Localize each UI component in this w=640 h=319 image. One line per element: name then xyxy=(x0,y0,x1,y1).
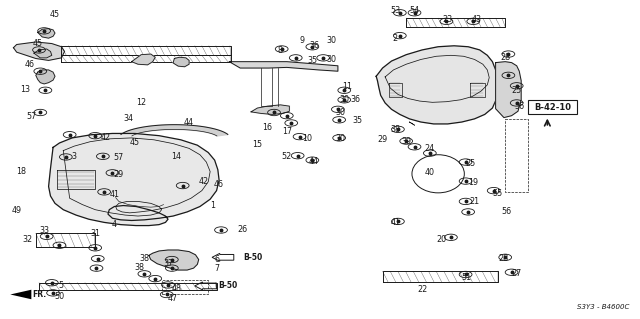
Text: 19: 19 xyxy=(468,178,478,187)
Text: 42: 42 xyxy=(198,177,209,186)
Text: 29: 29 xyxy=(378,135,388,144)
Text: 35: 35 xyxy=(352,116,362,125)
Text: 57: 57 xyxy=(26,112,36,121)
Text: 18: 18 xyxy=(16,167,26,176)
Text: 44: 44 xyxy=(184,117,194,127)
Text: 22: 22 xyxy=(417,285,428,293)
Text: 9: 9 xyxy=(300,36,305,45)
Text: 7: 7 xyxy=(214,263,219,273)
Text: 32: 32 xyxy=(22,235,33,244)
Text: 17: 17 xyxy=(282,127,292,136)
Text: 49: 49 xyxy=(12,206,22,215)
Text: 30: 30 xyxy=(335,134,346,143)
Text: 46: 46 xyxy=(24,60,35,69)
Text: 26: 26 xyxy=(237,225,247,234)
Text: 21: 21 xyxy=(470,197,479,206)
Text: 10: 10 xyxy=(302,134,312,143)
Text: 41: 41 xyxy=(109,190,120,199)
Polygon shape xyxy=(173,57,189,67)
Text: 4: 4 xyxy=(112,220,117,229)
Text: S3Y3 - B4600C: S3Y3 - B4600C xyxy=(577,304,630,310)
Text: 30: 30 xyxy=(335,108,346,117)
Polygon shape xyxy=(149,250,198,270)
Text: 39: 39 xyxy=(401,137,412,145)
Polygon shape xyxy=(34,49,52,58)
Polygon shape xyxy=(13,42,65,60)
Text: 13: 13 xyxy=(20,85,30,94)
Text: 45: 45 xyxy=(130,137,140,146)
Text: 16: 16 xyxy=(262,122,273,132)
Text: 33: 33 xyxy=(39,226,49,234)
Text: 43: 43 xyxy=(472,15,481,24)
Text: 54: 54 xyxy=(410,6,420,15)
Text: 3: 3 xyxy=(72,152,77,161)
Text: 30: 30 xyxy=(326,55,337,64)
Text: 31: 31 xyxy=(90,229,100,238)
Text: 30: 30 xyxy=(326,36,337,45)
Text: 2: 2 xyxy=(393,34,398,43)
Text: FR.: FR. xyxy=(33,290,47,299)
Text: 6: 6 xyxy=(214,255,219,264)
Text: 38: 38 xyxy=(390,125,401,134)
Polygon shape xyxy=(132,54,156,65)
Text: B-42-10: B-42-10 xyxy=(534,103,571,112)
Text: 25: 25 xyxy=(465,159,475,168)
Text: 5: 5 xyxy=(59,281,64,290)
Text: 45: 45 xyxy=(33,39,43,48)
Text: 36: 36 xyxy=(310,41,320,50)
Text: 27: 27 xyxy=(511,269,522,278)
Text: 35: 35 xyxy=(307,56,317,65)
Text: B-50: B-50 xyxy=(218,281,237,290)
Text: 37: 37 xyxy=(163,259,173,268)
Text: 45: 45 xyxy=(50,11,60,19)
Text: 28: 28 xyxy=(500,53,510,62)
Text: 53: 53 xyxy=(390,6,401,15)
Text: B-50: B-50 xyxy=(243,253,262,262)
Text: 56: 56 xyxy=(514,102,524,111)
Text: 36: 36 xyxy=(350,95,360,104)
Text: 30: 30 xyxy=(339,95,349,104)
Text: 24: 24 xyxy=(425,144,435,153)
Text: 1: 1 xyxy=(210,201,215,210)
Polygon shape xyxy=(495,62,521,118)
Text: 51: 51 xyxy=(462,273,472,282)
Polygon shape xyxy=(376,46,497,124)
Text: 42: 42 xyxy=(101,133,111,142)
Text: 38: 38 xyxy=(140,254,149,263)
Text: 15: 15 xyxy=(252,140,262,149)
Text: 46: 46 xyxy=(214,180,224,189)
Polygon shape xyxy=(38,29,55,38)
FancyBboxPatch shape xyxy=(528,100,577,114)
Polygon shape xyxy=(49,133,219,226)
Text: 23: 23 xyxy=(443,15,452,24)
Polygon shape xyxy=(10,290,31,299)
Text: 44: 44 xyxy=(308,157,319,166)
Text: 34: 34 xyxy=(124,114,133,123)
Text: 11: 11 xyxy=(342,82,352,91)
Polygon shape xyxy=(229,62,338,71)
Text: 50: 50 xyxy=(54,292,65,301)
Text: 14: 14 xyxy=(172,152,181,161)
Text: 8: 8 xyxy=(278,46,283,56)
Text: 52: 52 xyxy=(282,152,292,161)
Polygon shape xyxy=(251,105,289,115)
Text: 12: 12 xyxy=(136,99,147,108)
Text: 38: 38 xyxy=(135,263,145,272)
Text: 20: 20 xyxy=(436,235,446,244)
Text: 40: 40 xyxy=(425,168,435,177)
Text: 29: 29 xyxy=(114,170,124,179)
Polygon shape xyxy=(121,125,228,136)
Text: 28: 28 xyxy=(499,254,509,263)
Text: 25: 25 xyxy=(511,86,522,95)
Text: 57: 57 xyxy=(114,153,124,162)
Polygon shape xyxy=(36,70,55,84)
Text: 41: 41 xyxy=(390,218,401,227)
Text: 47: 47 xyxy=(168,294,178,303)
Text: 48: 48 xyxy=(172,284,181,293)
Text: 55: 55 xyxy=(492,189,502,198)
Text: 56: 56 xyxy=(501,207,511,216)
